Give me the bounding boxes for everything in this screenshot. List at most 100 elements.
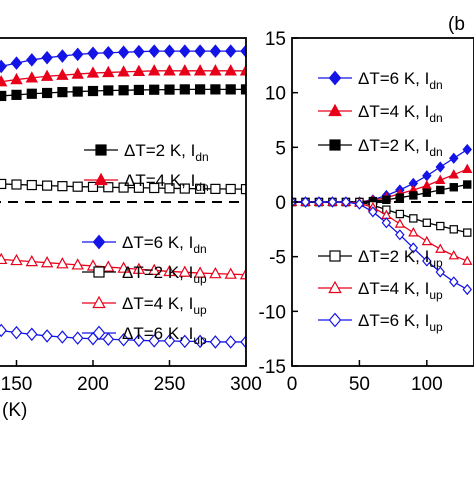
series-1-point: [193, 64, 207, 76]
series-2-point: [163, 44, 176, 58]
series-0-point: [103, 85, 114, 96]
series-0-point: [26, 88, 37, 99]
series-2-point: [382, 195, 391, 205]
series-5-point: [422, 255, 432, 267]
series-3-point: [436, 221, 445, 231]
x-tick-label: 200: [77, 374, 109, 395]
legend-marker: [94, 172, 108, 186]
y-tick-label: 0: [275, 193, 286, 214]
series-4-point: [117, 261, 130, 273]
series-0-point: [164, 84, 175, 95]
series-5-point: [0, 323, 7, 338]
legend-marker: [328, 312, 342, 328]
series-2-point: [224, 44, 237, 58]
legend-label: ΔT=4 K, Iup: [122, 294, 207, 317]
series-5-point: [240, 335, 246, 349]
legend-label: ΔT=6 K, Iup: [358, 311, 443, 334]
series-2-point: [194, 44, 206, 58]
series-1-point: [0, 75, 8, 87]
series-1-point: [435, 174, 446, 184]
series-5-point: [300, 196, 311, 208]
series-0-point: [57, 87, 68, 98]
series-1-point: [102, 65, 115, 78]
series-2-point: [179, 44, 191, 58]
series-1-point: [209, 64, 222, 76]
legend-subscript: up: [193, 272, 207, 286]
series-5-point: [102, 332, 115, 346]
series-0-point: [449, 152, 459, 164]
series-2-point: [10, 56, 23, 70]
series-1-point: [448, 169, 459, 179]
x-tick-label: 150: [1, 374, 33, 395]
series-2-point: [209, 44, 222, 58]
y-tick-label: 15: [265, 29, 286, 50]
series-1-point: [86, 66, 100, 78]
legend-entry-1: ΔT=4 K, Idn: [318, 102, 443, 125]
x-tick-label: 50: [349, 374, 370, 395]
series-5-point: [117, 332, 130, 347]
series-3-point: [57, 181, 68, 192]
series-4-point: [56, 257, 69, 269]
legend-entry-2: ΔT=6 K, Idn: [82, 233, 207, 256]
legend-marker: [328, 70, 342, 86]
series-4-point: [25, 254, 38, 267]
series-5-point: [209, 335, 222, 349]
y-tick-label: -15: [259, 357, 286, 378]
legend-marker: [328, 280, 342, 294]
series-4-point: [0, 252, 8, 265]
series-4-point: [408, 227, 419, 237]
series-0-point: [149, 84, 160, 95]
legend-entry-0: ΔT=2 K, Idn: [84, 141, 209, 164]
series-5-point: [10, 325, 23, 340]
series-2-point: [422, 188, 432, 197]
series-2-point: [436, 185, 445, 195]
series-4-point: [193, 266, 207, 278]
series-5-point: [368, 206, 378, 218]
series-4-point: [132, 262, 146, 274]
panel-a: 150 200 250 300 (K) ΔT=2 K, Idn ΔT=4 K, Idn ΔT=…: [0, 37, 262, 421]
legend-subscript: up: [193, 333, 207, 347]
series-2-point: [26, 53, 38, 67]
series-5-point: [341, 196, 351, 208]
legend-entry-5: ΔT=6 K, Iup: [82, 324, 207, 347]
series-4-point: [462, 255, 473, 265]
series-0-point: [179, 84, 190, 95]
series-2-point: [240, 44, 246, 58]
series-0-point: [41, 87, 53, 99]
series-1-point: [224, 64, 237, 76]
series-3-point: [463, 228, 472, 237]
legend-entry-1: ΔT=4 K, Idn: [84, 171, 209, 194]
legend-label: ΔT=2 K, Iup: [358, 247, 443, 270]
series-3-point: [195, 183, 206, 194]
series-2-point: [102, 45, 115, 60]
series-2-point: [409, 191, 418, 200]
series-4-point: [448, 250, 459, 260]
series-1-point: [239, 64, 246, 76]
series-1-point: [56, 68, 69, 80]
legend-label: ΔT=2 K, Idn: [358, 136, 443, 159]
series-3-point: [87, 181, 99, 193]
legend-subscript: dn: [429, 145, 442, 159]
series-2-point: [117, 45, 130, 59]
series-5-point: [71, 331, 84, 345]
series-0-point: [11, 89, 22, 100]
x-tick-label: 0: [287, 374, 298, 395]
series-0-point: [0, 90, 7, 102]
series-4-point: [178, 265, 191, 277]
series-2-point: [395, 193, 405, 202]
series-4-point: [209, 266, 222, 279]
legend-marker: [92, 325, 106, 341]
series-0-point: [435, 161, 446, 173]
series-4-point: [10, 253, 23, 266]
legend-entry-2: ΔT=2 K, Idn: [318, 136, 443, 159]
series-4-point: [421, 235, 432, 246]
series-0-point: [462, 143, 473, 156]
legend-entry-3: ΔT=2 K, Iup: [82, 263, 207, 286]
series-3-point: [11, 179, 22, 190]
legend-subscript: up: [429, 288, 443, 302]
series-1-point: [117, 65, 130, 77]
series-5-point: [408, 242, 419, 254]
legend-marker: [92, 295, 106, 309]
